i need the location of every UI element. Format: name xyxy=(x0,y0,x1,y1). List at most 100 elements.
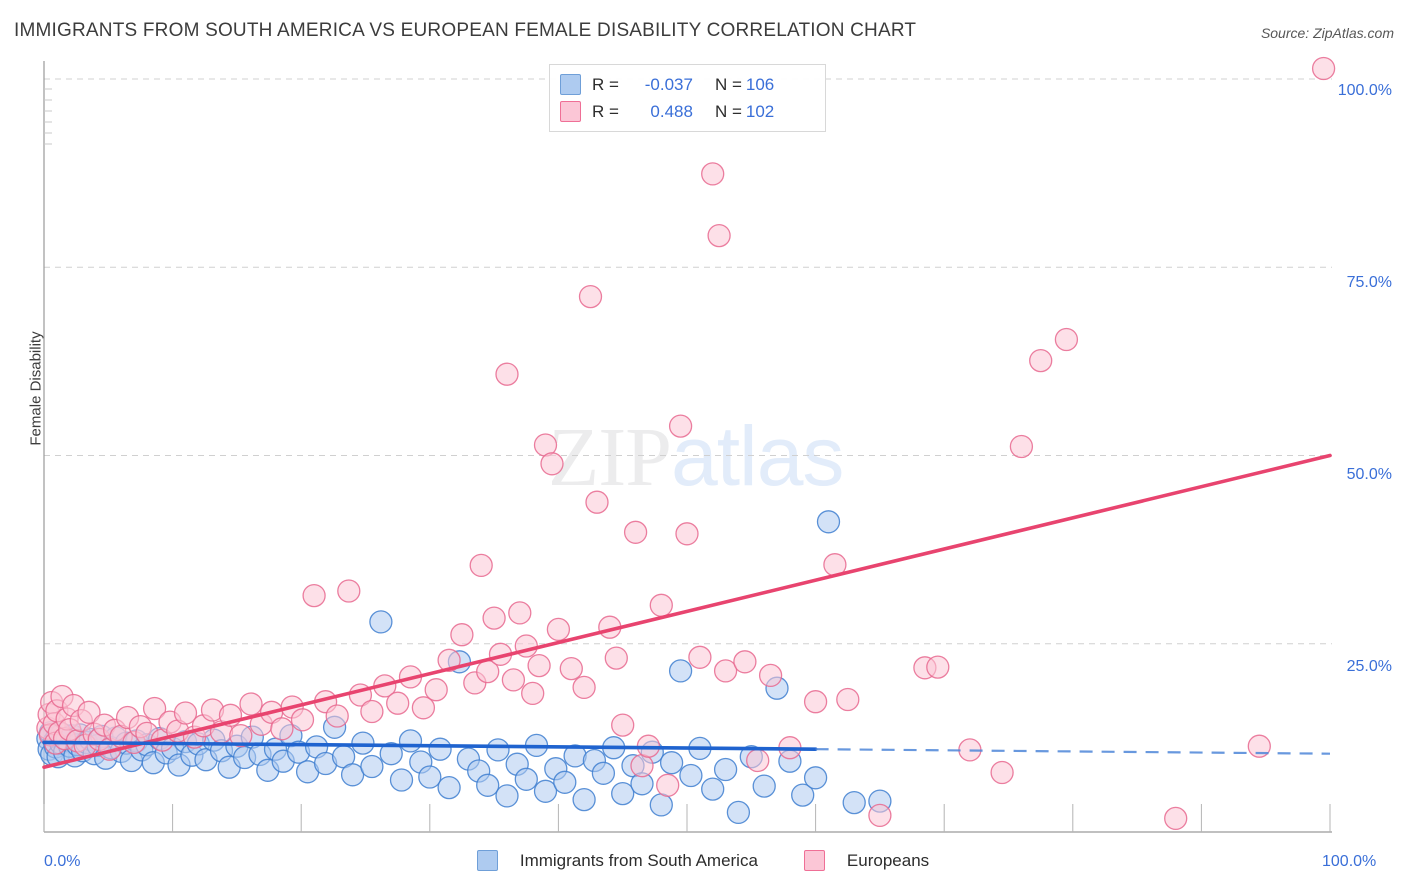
data-point xyxy=(611,713,635,737)
series-label-europeans: Europeans xyxy=(846,850,930,870)
data-point xyxy=(270,717,294,741)
y-tick-label-100: 100.0% xyxy=(1337,82,1392,99)
legend-n-value-pink: 102 xyxy=(745,101,775,121)
data-point xyxy=(340,763,365,787)
data-point xyxy=(578,284,603,309)
trendline-immigrants-solid xyxy=(42,740,818,751)
series-swatch-immigrants xyxy=(476,850,498,871)
data-point xyxy=(559,656,583,681)
data-point xyxy=(649,793,673,817)
y-tick-label-50: 50.0% xyxy=(1346,466,1392,483)
data-point xyxy=(521,681,545,706)
x-tick-label-max: 100.0% xyxy=(1322,853,1377,870)
data-point xyxy=(369,610,393,634)
data-point xyxy=(325,704,349,728)
data-point xyxy=(668,414,693,438)
data-point xyxy=(585,490,609,514)
legend-n-label-blue: N = xyxy=(714,74,742,94)
data-point xyxy=(553,770,577,794)
data-point xyxy=(701,777,725,801)
data-point xyxy=(675,522,699,546)
series-legend-item-immigrants[interactable]: Immigrants from South America xyxy=(476,850,758,871)
series-swatch-europeans xyxy=(803,850,825,871)
data-point xyxy=(688,645,712,669)
data-point xyxy=(1247,734,1271,758)
data-point xyxy=(726,800,751,825)
data-point xyxy=(337,579,361,603)
data-point xyxy=(604,646,628,670)
data-point xyxy=(437,648,461,672)
data-point xyxy=(533,779,558,803)
data-point xyxy=(1054,327,1079,352)
data-point xyxy=(868,803,892,828)
data-point xyxy=(486,738,510,762)
data-point xyxy=(290,708,315,732)
data-point xyxy=(501,668,526,692)
data-point xyxy=(803,766,828,790)
data-point xyxy=(1029,348,1053,373)
data-point xyxy=(239,692,263,716)
data-point xyxy=(450,623,474,647)
legend-r-value-blue: -0.037 xyxy=(644,74,693,94)
x-tick-label-min: 0.0% xyxy=(44,853,81,870)
data-point xyxy=(1009,434,1034,459)
data-point xyxy=(514,767,538,791)
data-point xyxy=(77,700,101,724)
legend-r-value-pink: 0.488 xyxy=(650,101,693,121)
series-legend: Immigrants from South America Europeans xyxy=(0,850,1406,871)
data-point xyxy=(398,729,423,753)
data-point xyxy=(649,593,673,617)
data-point xyxy=(1164,806,1188,831)
data-point xyxy=(926,655,950,679)
data-point xyxy=(659,751,684,775)
data-point xyxy=(142,696,167,721)
data-point xyxy=(437,775,461,800)
y-tick-label-75: 75.0% xyxy=(1346,274,1392,291)
series-label-immigrants: Immigrants from South America xyxy=(519,850,758,870)
data-point xyxy=(630,754,654,778)
data-point xyxy=(1311,56,1336,81)
data-point xyxy=(701,162,725,186)
data-point xyxy=(758,663,783,688)
data-point xyxy=(540,452,564,476)
data-point xyxy=(746,748,770,773)
data-point xyxy=(424,678,448,702)
legend-r-label-pink: R = xyxy=(592,101,619,121)
trendline-immigrants-projection xyxy=(815,748,1331,755)
legend-n-value-blue: 106 xyxy=(745,74,775,94)
data-point xyxy=(476,773,500,797)
data-point xyxy=(173,701,198,725)
data-point xyxy=(803,690,828,714)
data-point xyxy=(713,659,738,683)
data-point xyxy=(495,362,519,386)
data-point xyxy=(379,742,403,766)
data-point xyxy=(351,731,375,755)
data-point xyxy=(842,790,866,815)
data-point xyxy=(418,765,442,789)
data-point xyxy=(656,773,680,797)
data-point xyxy=(791,783,815,807)
legend-n-label-pink: N = xyxy=(714,101,742,121)
data-point xyxy=(611,781,635,806)
data-point xyxy=(623,520,648,544)
data-point xyxy=(572,675,596,700)
y-tick-label-25: 25.0% xyxy=(1346,658,1392,675)
correlation-legend: R = -0.037 N = 106 R = 0.488 N = 102 xyxy=(549,64,826,132)
data-point xyxy=(386,691,410,715)
data-point xyxy=(572,787,596,812)
data-point xyxy=(752,774,776,798)
legend-r-label-blue: R = xyxy=(592,74,619,94)
legend-row-pink: R = 0.488 N = 102 xyxy=(560,98,815,125)
data-point xyxy=(816,510,841,534)
data-point xyxy=(360,754,384,779)
data-point xyxy=(389,768,414,792)
data-point xyxy=(546,617,571,642)
data-point xyxy=(302,583,326,608)
legend-swatch-europeans xyxy=(560,101,581,122)
data-point xyxy=(990,760,1014,785)
data-point xyxy=(713,757,738,782)
data-point xyxy=(428,737,452,761)
series-legend-item-europeans[interactable]: Europeans xyxy=(803,850,930,871)
